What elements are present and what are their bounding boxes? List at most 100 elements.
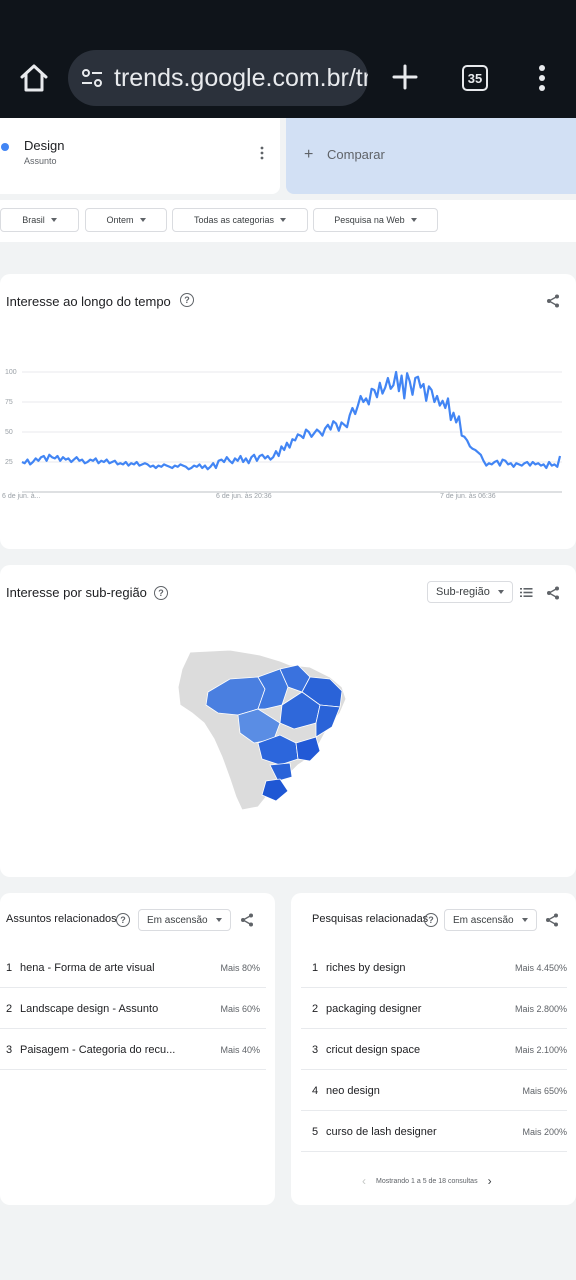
item-text: riches by design <box>326 961 406 974</box>
subregion-title: Interesse por sub-região <box>6 585 147 600</box>
chevron-down-icon <box>521 918 528 922</box>
list-item[interactable]: 4 neo design Mais 650% <box>301 1071 567 1111</box>
brazil-map <box>177 649 347 811</box>
category-filter-label: Todas as categorias <box>193 215 275 225</box>
pagination-text: Mostrando 1 a 5 de 18 consultas <box>376 1177 478 1185</box>
list-item[interactable]: 2 packaging designer Mais 2.800% <box>301 989 567 1029</box>
chevron-down-icon <box>139 218 146 222</box>
item-text: cricut design space <box>326 1043 421 1056</box>
explore-header: Design Assunto + Comparar Brasil Ontem T… <box>0 118 576 242</box>
item-value: Mais 650% <box>522 1085 567 1096</box>
search-type-filter[interactable]: Pesquisa na Web <box>313 208 438 232</box>
related-topics-filter-label: Em ascensão <box>147 914 208 926</box>
category-filter[interactable]: Todas as categorias <box>172 208 308 232</box>
list-item[interactable]: 3 Paisagem - Categoria do recu... Mais 4… <box>0 1030 266 1070</box>
search-term-card[interactable]: Design Assunto <box>0 118 280 194</box>
y-tick-label: 25 <box>5 459 13 466</box>
chevron-right-icon[interactable]: › <box>487 1174 492 1188</box>
add-icon: + <box>304 146 314 163</box>
home-icon[interactable] <box>16 60 52 96</box>
item-text: neo design <box>326 1084 380 1097</box>
more-vert-icon[interactable] <box>532 64 552 92</box>
share-icon[interactable] <box>545 913 559 927</box>
x-tick-label: 7 de jun. às 06:36 <box>440 493 496 500</box>
browser-toolbar: trends.google.com.br/tr 35 <box>0 0 576 118</box>
help-icon[interactable]: ? <box>180 293 194 307</box>
related-queries-title: Pesquisas relacionadas <box>312 913 429 925</box>
term-name: Design <box>24 138 65 153</box>
item-rank: 4 <box>312 1084 319 1097</box>
time-filter[interactable]: Ontem <box>85 208 167 232</box>
list-item[interactable]: 3 cricut design space Mais 2.100% <box>301 1030 567 1070</box>
item-rank: 1 <box>312 961 319 974</box>
address-bar[interactable]: trends.google.com.br/tr <box>68 50 368 106</box>
series-line[interactable] <box>21 370 562 471</box>
list-item[interactable]: 1 hena - Forma de arte visual Mais 80% <box>0 948 266 988</box>
related-topics-title: Assuntos relacionados <box>6 913 117 925</box>
chevron-down-icon <box>50 218 57 222</box>
share-icon[interactable] <box>240 913 254 927</box>
term-color-dot <box>1 143 9 151</box>
list-item[interactable]: 5 curso de lash designer Mais 200% <box>301 1112 567 1152</box>
item-rank: 5 <box>312 1125 319 1138</box>
term-type: Assunto <box>24 156 57 166</box>
share-icon[interactable] <box>546 586 560 600</box>
region-filter[interactable]: Brasil <box>0 208 79 232</box>
item-value: Mais 2.800% <box>514 1003 567 1014</box>
site-settings-icon[interactable] <box>80 66 104 90</box>
item-value: Mais 4.450% <box>514 962 567 973</box>
term-menu-icon[interactable] <box>258 146 266 160</box>
item-value: Mais 40% <box>220 1044 260 1055</box>
interest-over-time-title: Interesse ao longo do tempo <box>6 294 171 309</box>
related-queries-filter[interactable]: Em ascensão <box>444 909 537 931</box>
subregion-select[interactable]: Sub-região <box>427 581 513 603</box>
compare-button[interactable]: + Comparar <box>286 118 576 194</box>
item-text: hena - Forma de arte visual <box>20 961 155 974</box>
chevron-down-icon <box>410 218 417 222</box>
item-value: Mais 200% <box>522 1126 567 1137</box>
time-filter-label: Ontem <box>106 215 134 225</box>
related-queries-filter-label: Em ascensão <box>453 914 514 926</box>
state-region[interactable] <box>261 778 289 802</box>
item-value: Mais 60% <box>220 1003 260 1014</box>
related-topics-card: Assuntos relacionados ? Em ascensão 1 he… <box>0 893 275 1205</box>
item-rank: 1 <box>6 961 13 974</box>
state-region[interactable] <box>295 736 321 762</box>
search-type-filter-label: Pesquisa na Web <box>334 215 405 225</box>
new-tab-icon[interactable] <box>390 62 420 92</box>
chevron-down-icon <box>215 918 222 922</box>
item-text: Landscape design - Assunto <box>20 1002 159 1015</box>
filter-bar: Brasil Ontem Todas as categorias Pesquis… <box>0 200 576 242</box>
compare-label: Comparar <box>327 147 385 162</box>
list-item[interactable]: 1 riches by design Mais 4.450% <box>301 948 567 988</box>
help-icon[interactable]: ? <box>424 913 438 927</box>
related-topics-filter[interactable]: Em ascensão <box>138 909 231 931</box>
list-view-icon[interactable] <box>520 587 533 598</box>
item-rank: 3 <box>6 1043 13 1056</box>
interest-line-chart: 100 75 50 25 <box>5 369 562 493</box>
y-tick-label: 75 <box>5 399 13 406</box>
tab-switcher-button[interactable]: 35 <box>462 65 488 91</box>
item-value: Mais 2.100% <box>514 1044 567 1055</box>
item-text: packaging designer <box>326 1002 422 1015</box>
state-region[interactable] <box>269 762 293 782</box>
subregion-card: Interesse por sub-região ? Sub-região <box>0 565 576 877</box>
list-item[interactable]: 2 Landscape design - Assunto Mais 60% <box>0 989 266 1029</box>
related-queries-card: Pesquisas relacionadas ? Em ascensão 1 r… <box>291 893 576 1205</box>
chevron-left-icon[interactable]: ‹ <box>362 1174 366 1188</box>
item-rank: 2 <box>312 1002 319 1015</box>
region-filter-label: Brasil <box>22 215 45 225</box>
x-tick-label: 6 de jun. à... <box>2 493 41 500</box>
url-text[interactable]: trends.google.com.br/tr <box>114 63 368 92</box>
chevron-down-icon <box>497 590 504 594</box>
item-value: Mais 80% <box>220 962 260 973</box>
help-icon[interactable]: ? <box>154 586 168 600</box>
item-rank: 3 <box>312 1043 319 1056</box>
share-icon[interactable] <box>546 294 560 308</box>
tab-count: 35 <box>467 70 483 86</box>
state-region[interactable] <box>315 704 341 738</box>
subregion-select-label: Sub-região <box>436 586 490 598</box>
item-rank: 2 <box>6 1002 13 1015</box>
help-icon[interactable]: ? <box>116 913 130 927</box>
x-tick-label: 6 de jun. às 20:36 <box>216 493 272 500</box>
